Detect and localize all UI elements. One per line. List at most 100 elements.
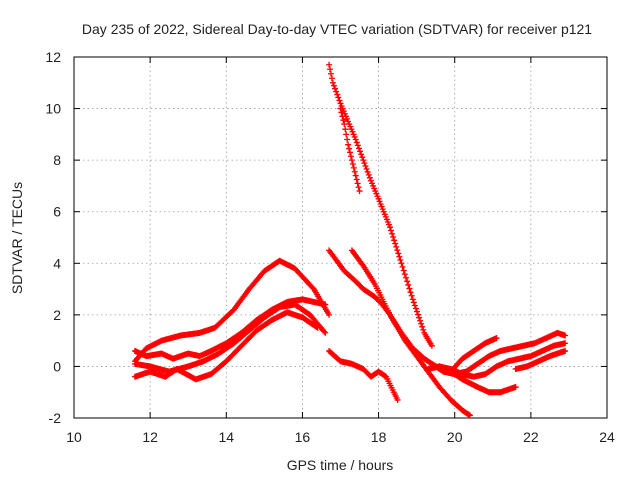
data-point bbox=[400, 267, 407, 274]
x-tick-label: 10 bbox=[66, 429, 82, 445]
data-point bbox=[339, 113, 346, 120]
data-point bbox=[386, 224, 393, 231]
y-tick-label: 4 bbox=[53, 255, 61, 271]
plot-frame bbox=[73, 56, 608, 419]
series-track-f bbox=[348, 247, 519, 396]
data-points bbox=[131, 61, 569, 419]
x-tick-label: 14 bbox=[218, 429, 234, 445]
data-point bbox=[364, 168, 371, 175]
data-point bbox=[362, 163, 369, 170]
data-point bbox=[326, 61, 333, 68]
data-point bbox=[355, 184, 362, 191]
data-point bbox=[355, 145, 362, 152]
data-point bbox=[562, 332, 569, 339]
data-point bbox=[340, 117, 347, 124]
series-track-g bbox=[326, 61, 435, 349]
data-point bbox=[350, 164, 357, 171]
data-point bbox=[346, 145, 353, 152]
data-point bbox=[391, 237, 398, 244]
data-point bbox=[352, 136, 359, 143]
data-point bbox=[410, 299, 417, 306]
data-point bbox=[354, 180, 361, 187]
x-tick-label: 24 bbox=[599, 429, 615, 445]
data-point bbox=[348, 157, 355, 164]
data-point bbox=[361, 160, 368, 167]
x-tick-label: 18 bbox=[371, 429, 387, 445]
data-point bbox=[404, 278, 411, 285]
data-point bbox=[409, 296, 416, 303]
x-tick-label: 20 bbox=[447, 429, 463, 445]
data-point bbox=[395, 250, 402, 257]
data-point bbox=[322, 329, 329, 336]
data-point bbox=[407, 289, 414, 296]
data-point bbox=[327, 66, 334, 73]
data-point bbox=[399, 263, 406, 270]
data-point bbox=[396, 253, 403, 260]
series-track-d bbox=[131, 301, 329, 375]
data-point bbox=[398, 260, 405, 267]
data-point bbox=[352, 172, 359, 179]
data-point bbox=[347, 149, 354, 156]
y-tick-label: 0 bbox=[53, 358, 61, 374]
data-point bbox=[389, 230, 396, 237]
y-tick-label: 12 bbox=[45, 49, 61, 65]
data-point bbox=[341, 121, 348, 128]
data-point bbox=[415, 311, 422, 318]
data-point bbox=[354, 142, 361, 149]
y-tick-label: 6 bbox=[53, 204, 61, 220]
data-point bbox=[330, 82, 337, 89]
series-track-j bbox=[425, 340, 569, 380]
data-point bbox=[328, 75, 335, 82]
data-point bbox=[353, 139, 360, 146]
data-point bbox=[408, 292, 415, 299]
data-point bbox=[351, 168, 358, 175]
x-tick-label: 22 bbox=[523, 429, 539, 445]
data-point bbox=[309, 284, 316, 291]
data-point bbox=[401, 271, 408, 278]
data-point bbox=[562, 340, 569, 347]
data-point bbox=[333, 88, 340, 95]
data-point bbox=[357, 148, 364, 155]
data-point bbox=[338, 109, 345, 116]
data-point bbox=[356, 188, 363, 195]
data-point bbox=[406, 285, 413, 292]
y-tick-label: -2 bbox=[49, 410, 62, 426]
data-point bbox=[562, 347, 569, 354]
series-track-c bbox=[131, 309, 321, 383]
x-axis-label: GPS time / hours bbox=[287, 457, 394, 473]
data-point bbox=[327, 70, 334, 77]
series-track-a bbox=[131, 257, 333, 365]
y-tick-label: 8 bbox=[53, 152, 61, 168]
data-point bbox=[322, 301, 329, 308]
data-point bbox=[392, 240, 399, 247]
data-point bbox=[416, 314, 423, 321]
data-point bbox=[465, 411, 472, 418]
y-axis-label: SDTVAR / TECUs bbox=[9, 182, 25, 294]
data-point bbox=[347, 153, 354, 160]
data-point bbox=[343, 131, 350, 138]
data-point bbox=[412, 305, 419, 312]
data-point bbox=[419, 323, 426, 330]
data-point bbox=[321, 328, 328, 335]
series-track-l bbox=[436, 335, 500, 375]
data-point bbox=[413, 308, 420, 315]
data-point bbox=[405, 281, 412, 288]
series-track-i bbox=[326, 347, 401, 403]
data-point bbox=[363, 165, 370, 172]
data-point bbox=[342, 126, 349, 133]
data-point bbox=[336, 97, 343, 104]
data-point bbox=[329, 79, 336, 86]
data-point bbox=[390, 234, 397, 241]
data-point bbox=[394, 247, 401, 254]
data-point bbox=[417, 317, 424, 324]
data-point bbox=[332, 85, 339, 92]
data-point bbox=[335, 94, 342, 101]
series-track-m bbox=[512, 347, 569, 373]
data-point bbox=[388, 227, 395, 234]
data-point bbox=[358, 151, 365, 158]
data-point bbox=[466, 412, 473, 419]
data-point bbox=[366, 174, 373, 181]
